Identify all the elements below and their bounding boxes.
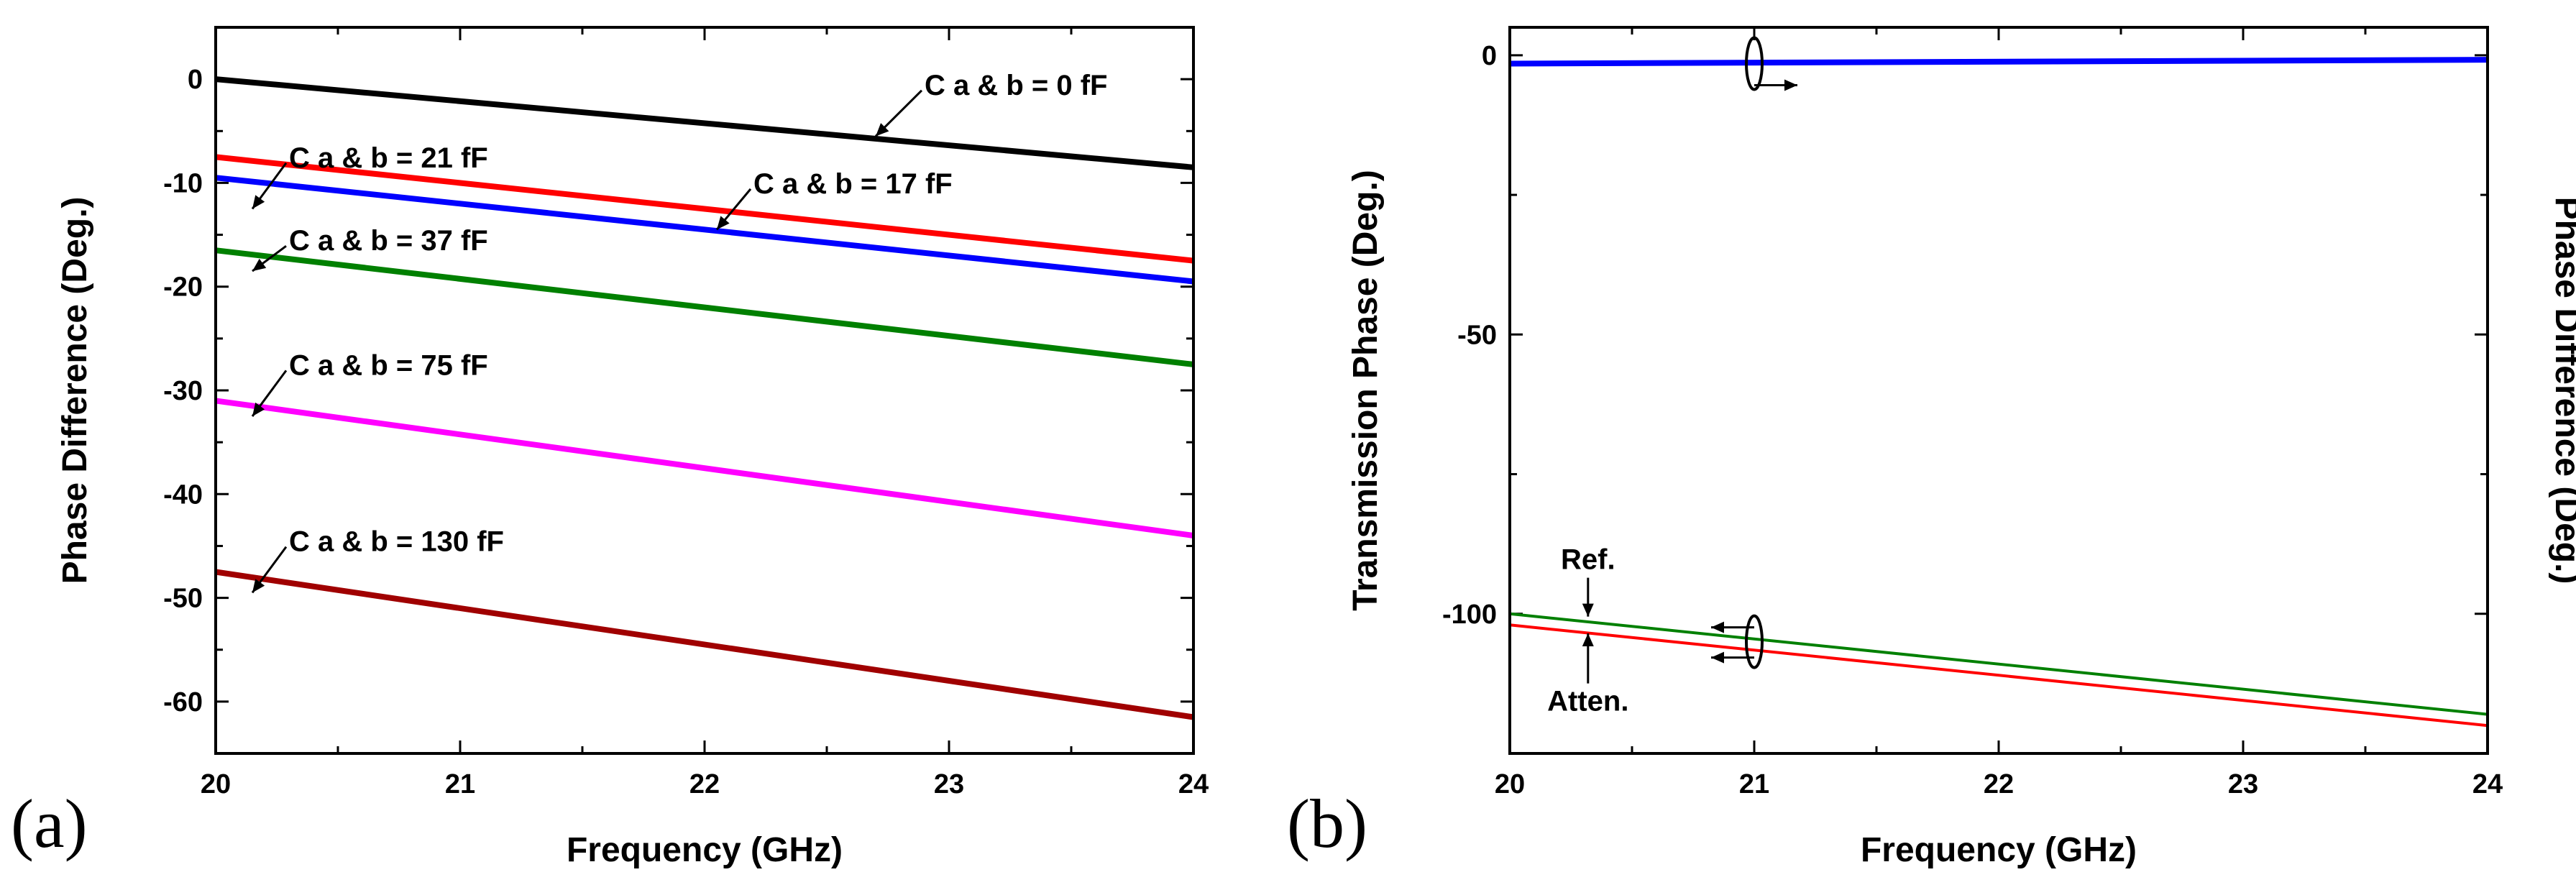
x-tick-label: 21 bbox=[1739, 769, 1769, 799]
x-tick-label: 20 bbox=[1495, 769, 1525, 799]
annotation-label: C a & b = 37 fF bbox=[289, 225, 488, 257]
annotation-arrow bbox=[1582, 577, 1594, 617]
chart-b-ticks: 20 21 22 23 24 0 -50 -100 bbox=[1442, 27, 2503, 799]
series-line-2 bbox=[215, 175, 1194, 285]
annotation-arrow bbox=[874, 89, 923, 137]
series-line-4 bbox=[215, 398, 1194, 538]
chart-a-y-axis-title: Phase Difference (Deg.) bbox=[56, 197, 94, 584]
annotation-label: C a & b = 17 fF bbox=[753, 168, 953, 200]
annotation-arrow bbox=[251, 370, 288, 417]
annotation-label: C a & b = 21 fF bbox=[289, 142, 488, 174]
chart-a-series bbox=[215, 76, 1194, 720]
chart-b-x-axis-title: Frequency (GHz) bbox=[1861, 831, 2137, 869]
chart-a: 20 21 22 23 24 0 -10 -20 -30 -40 -50 -60 C a & b = … bbox=[11, 26, 1209, 869]
x-tick-label: 23 bbox=[2228, 769, 2258, 799]
chart-a-frame bbox=[214, 26, 1195, 755]
annotation-label: Ref. bbox=[1561, 544, 1615, 576]
annotation-label: C a & b = 130 fF bbox=[289, 526, 504, 558]
chart-b-annotations: Ref. Atten. bbox=[1547, 544, 1628, 717]
chart-a-panel-label: (a) bbox=[11, 785, 88, 862]
annotation-label: C a & b = 0 fF bbox=[925, 70, 1108, 101]
chart-a-ticks: 20 21 22 23 24 0 -10 -20 -30 -40 -50 -60 bbox=[163, 26, 1209, 799]
series-line-0 bbox=[215, 76, 1194, 170]
chart-b-right-y-axis-title: Phase Difference (Deg.) bbox=[2548, 197, 2576, 584]
series-line-0 bbox=[1509, 612, 2488, 716]
chart-b-panel-label: (b) bbox=[1287, 785, 1367, 862]
y-tick-label: -50 bbox=[163, 584, 203, 614]
x-tick-label: 24 bbox=[2472, 769, 2503, 799]
series-line-1 bbox=[1509, 623, 2488, 728]
left-axis-indicator-ellipse bbox=[1745, 614, 1764, 669]
series-line-1 bbox=[215, 154, 1194, 264]
chart-b-series bbox=[1509, 57, 2488, 728]
x-tick-label: 21 bbox=[445, 769, 475, 799]
annotation-arrow bbox=[252, 245, 287, 272]
chart-a-annotations: C a & b = 0 fF C a & b = 21 fF C a & b = 1… bbox=[251, 70, 1108, 594]
series-line-5 bbox=[215, 569, 1194, 720]
y-tick-label: 0 bbox=[188, 65, 203, 95]
annotation-arrow bbox=[251, 546, 288, 594]
left-axis-indicator-arrow-top bbox=[1711, 621, 1754, 633]
annotation-label: Atten. bbox=[1547, 686, 1628, 717]
annotation-arrow bbox=[715, 188, 752, 231]
chart-b-y-axis-title: Transmission Phase (Deg.) bbox=[1347, 170, 1385, 611]
annotation-arrow bbox=[251, 162, 288, 210]
chart-a-x-axis-title: Frequency (GHz) bbox=[567, 831, 843, 869]
x-tick-label: 20 bbox=[201, 769, 231, 799]
series-line-3 bbox=[215, 247, 1194, 367]
chart-b-axis-markers bbox=[1711, 36, 1797, 669]
x-tick-label: 24 bbox=[1178, 769, 1209, 799]
y-tick-label: -20 bbox=[163, 272, 203, 303]
chart-b-frame bbox=[1508, 26, 2489, 755]
right-axis-indicator-arrow bbox=[1754, 79, 1797, 91]
y-tick-label: -60 bbox=[163, 687, 203, 717]
x-tick-label: 22 bbox=[689, 769, 720, 799]
x-tick-label: 22 bbox=[1984, 769, 2014, 799]
right-axis-indicator-ellipse bbox=[1745, 36, 1764, 91]
series-line-2 bbox=[1509, 57, 2488, 67]
y-tick-label: 0 bbox=[1482, 41, 1497, 71]
left-axis-indicator-arrow-bottom bbox=[1711, 651, 1754, 664]
y-tick-label: -30 bbox=[163, 376, 203, 406]
chart-b: 20 21 22 23 24 0 -50 -100 Ref. Atten. Frequency … bbox=[1287, 26, 2576, 869]
y-tick-label: -10 bbox=[163, 168, 203, 198]
y-tick-label: -50 bbox=[1457, 320, 1497, 350]
y-tick-label: -40 bbox=[163, 480, 203, 510]
x-tick-label: 23 bbox=[934, 769, 964, 799]
annotation-label: C a & b = 75 fF bbox=[289, 349, 488, 381]
annotation-arrow bbox=[1582, 633, 1594, 684]
y-tick-label: -100 bbox=[1442, 600, 1497, 630]
